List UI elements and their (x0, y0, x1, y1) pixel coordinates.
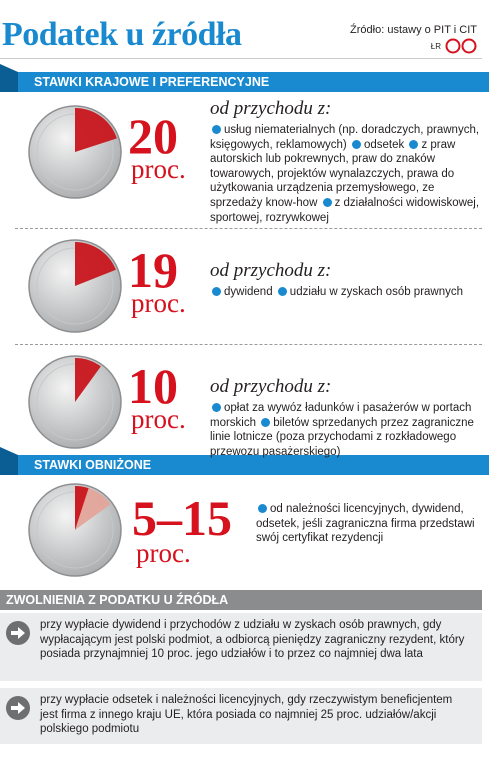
description: dywidend udziału w zyskach osób prawnych (210, 285, 482, 300)
bar-tab (0, 447, 18, 475)
bullet (277, 287, 287, 296)
bullet (261, 417, 271, 427)
bullet (212, 125, 221, 134)
rate-number: 19 (128, 242, 178, 298)
bullet-text: udziału w zyskach osób prawnych (289, 286, 464, 298)
coin (28, 355, 122, 449)
rate-wedge (75, 242, 116, 286)
lead: od przychodu z: (210, 376, 332, 397)
bullet (212, 403, 221, 412)
rate-unit: proc. (131, 404, 186, 434)
tab (0, 447, 18, 475)
rate-wedge (75, 486, 89, 530)
bar-tab (0, 64, 18, 92)
description: usług niematerialnych (np. doradczych, p… (210, 123, 482, 225)
description: opłat za wywóz ładunków i pasażerów w po… (210, 401, 482, 459)
bullet (409, 139, 419, 149)
rate-unit: proc. (136, 538, 191, 568)
bullet (258, 504, 267, 513)
rate-number: 10 (128, 358, 178, 414)
bullet (322, 197, 332, 207)
bullet-text: usług niematerialnych (np. doradczych, p… (210, 124, 480, 151)
bullet-text: biletów sprzedanych przez zagraniczne li… (210, 416, 474, 458)
rate-number: 5–15 (132, 490, 232, 546)
arrow (11, 702, 25, 714)
arrow-icon (6, 696, 30, 720)
bullet-text: opłat za wywóz ładunków i pasażerów w po… (210, 402, 472, 429)
bullet-text: odsetek (363, 138, 405, 151)
bullet (212, 287, 221, 296)
section-bar: STAWKI KRAJOWE I PREFERENCYJNE (0, 72, 489, 92)
coin (28, 239, 122, 333)
rate-wedge (75, 108, 117, 152)
section-bar: ZWOLNIENIA Z PODATKU U ŹRÓDŁA (0, 590, 482, 610)
coin (28, 483, 122, 577)
rate-unit: proc. (131, 154, 186, 184)
rate-unit: proc. (131, 288, 186, 318)
bullet-text: z praw autorskich lub pokrewnych, praw d… (210, 138, 456, 209)
divider (15, 228, 482, 229)
exemption: przy wypłacie dywidend i przychodów z ud… (0, 613, 482, 681)
description: od należności licencyjnych, dywidend, od… (256, 502, 482, 546)
tab (0, 64, 18, 92)
coin (28, 105, 122, 199)
bullet (351, 139, 361, 149)
bullet-text: dywidend (224, 286, 273, 298)
exemption: przy wypłacie odsetek i należności licen… (0, 688, 482, 744)
arrow (11, 627, 25, 639)
bullet-text: od należności licencyjnych, dywidend, od… (256, 503, 475, 545)
divider (15, 344, 482, 345)
lead: od przychodu z: (210, 98, 332, 119)
credit: ŁR (430, 42, 441, 51)
rule (0, 58, 482, 59)
section-bar: STAWKI OBNIŻONE (0, 455, 489, 475)
rate-number: 20 (128, 108, 178, 164)
lead: od przychodu z: (210, 260, 332, 281)
rate-wedge (75, 358, 101, 402)
arrow-icon (6, 621, 30, 645)
logo (445, 38, 477, 54)
bullet-text: z działalności widowiskowej, sportowej, … (210, 196, 480, 224)
source: Źródło: ustawy o PIT i CIT (350, 24, 477, 36)
title: Podatek u źródła (2, 16, 242, 53)
